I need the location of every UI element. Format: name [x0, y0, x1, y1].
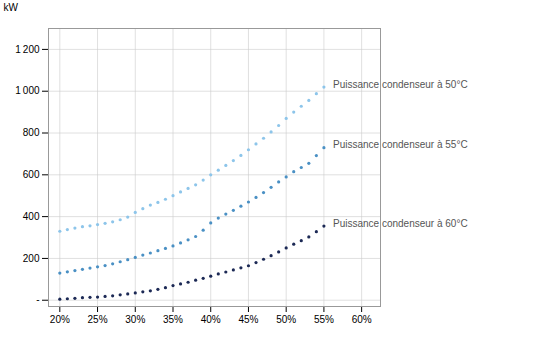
svg-text:200: 200 [23, 253, 40, 264]
svg-text:Puissance condenseur à 60°C: Puissance condenseur à 60°C [333, 218, 468, 229]
svg-text:55%: 55% [314, 314, 334, 325]
svg-text:Puissance condenseur à 50°C: Puissance condenseur à 50°C [333, 79, 468, 90]
svg-text:20%: 20% [50, 314, 70, 325]
svg-text:40%: 40% [201, 314, 221, 325]
svg-text:600: 600 [23, 169, 40, 180]
svg-text:60%: 60% [352, 314, 372, 325]
svg-text:1 000: 1 000 [15, 85, 40, 96]
svg-text:800: 800 [23, 127, 40, 138]
svg-text:35%: 35% [163, 314, 183, 325]
svg-text:-: - [36, 294, 39, 305]
svg-text:30%: 30% [125, 314, 145, 325]
svg-text:50%: 50% [276, 314, 296, 325]
svg-text:Puissance condenseur à 55°C: Puissance condenseur à 55°C [333, 139, 468, 150]
svg-text:1 200: 1 200 [15, 44, 40, 55]
svg-text:kW: kW [4, 2, 19, 13]
svg-text:25%: 25% [88, 314, 108, 325]
svg-text:400: 400 [23, 211, 40, 222]
svg-text:45%: 45% [238, 314, 258, 325]
